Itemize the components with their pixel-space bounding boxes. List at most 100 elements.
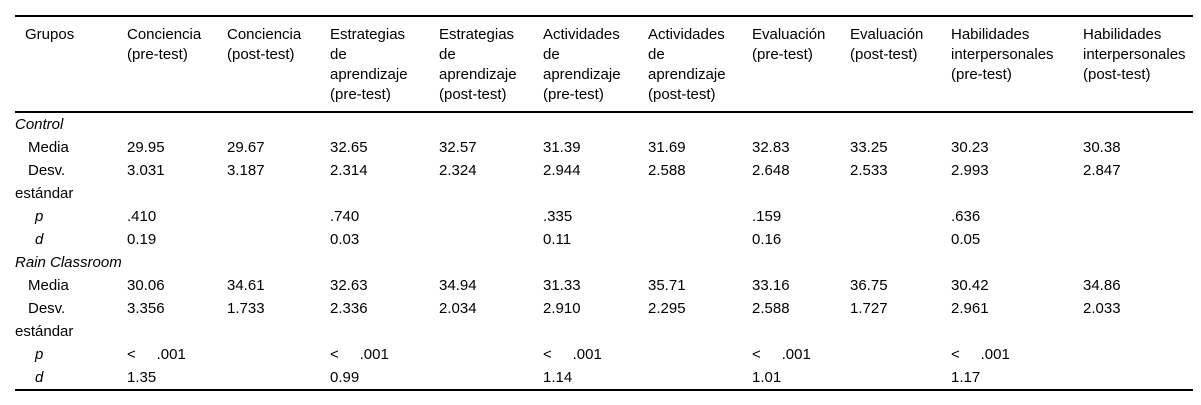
value-cell: 0.05 — [951, 231, 981, 248]
value-cell: 31.33 — [543, 277, 581, 294]
value-cell — [648, 205, 752, 228]
value-cell: .410 — [127, 208, 157, 225]
value-cell: 32.57 — [439, 139, 477, 156]
value-cell: 2.910 — [543, 300, 581, 317]
value-cell: 2.588 — [752, 300, 790, 317]
value-cell: 0.03 — [330, 231, 360, 248]
value-cell: 30.06 — [127, 277, 165, 294]
row-label: Desv. estándar — [15, 162, 74, 202]
value-cell: < .001 — [543, 346, 602, 363]
value-cell: 30.38 — [1083, 139, 1121, 156]
value-cell: 1.14 — [543, 369, 573, 386]
value-cell: 2.847 — [1083, 162, 1121, 179]
value-cell — [850, 205, 951, 228]
value-cell — [648, 343, 752, 366]
value-cell: 1.17 — [951, 369, 981, 386]
row-label: Media — [28, 277, 69, 294]
column-header-evaluacion-pre: Evaluación (pre-test) — [752, 16, 850, 113]
table-row-control-media: Media 29.95 29.67 32.65 32.57 31.39 31.6… — [15, 136, 1193, 159]
column-header-habilidades-post: Habilidades interpersonales (post-test) — [1083, 16, 1193, 113]
column-header-estrategias-post: Estrategias de aprendizaje (post-test) — [439, 16, 543, 113]
value-cell: .740 — [330, 208, 360, 225]
table-row-rain-p: p < .001 < .001 < .001 < .001 < .001 — [15, 343, 1193, 366]
row-label: Media — [28, 139, 69, 156]
column-header-evaluacion-post: Evaluación (post-test) — [850, 16, 951, 113]
value-cell — [227, 205, 330, 228]
value-cell — [1083, 205, 1193, 228]
table-row-rain-media: Media 30.06 34.61 32.63 34.94 31.33 35.7… — [15, 274, 1193, 297]
table-row-control-p: p .410 .740 .335 .159 .636 — [15, 205, 1193, 228]
value-cell: 32.63 — [330, 277, 368, 294]
row-label: d — [35, 369, 44, 386]
value-cell: 33.16 — [752, 277, 790, 294]
value-cell: 2.324 — [439, 162, 477, 179]
value-cell — [227, 366, 330, 390]
value-cell: 1.733 — [227, 300, 265, 317]
value-cell: 31.39 — [543, 139, 581, 156]
value-cell: < .001 — [752, 346, 811, 363]
group-label: Rain Classroom — [15, 254, 122, 271]
value-cell: 1.01 — [752, 369, 782, 386]
column-header-conciencia-post: Conciencia (post-test) — [227, 16, 330, 113]
value-cell — [227, 228, 330, 251]
row-label: d — [35, 231, 44, 248]
value-cell — [227, 343, 330, 366]
value-cell — [439, 366, 543, 390]
value-cell — [1083, 343, 1193, 366]
value-cell: 2.993 — [951, 162, 989, 179]
value-cell: < .001 — [330, 346, 389, 363]
value-cell — [439, 205, 543, 228]
results-table: Grupos Conciencia (pre-test) Conciencia … — [15, 15, 1193, 391]
group-row-control: Control — [15, 112, 1193, 136]
table-row-rain-sd: Desv. estándar 3.356 1.733 2.336 2.034 2… — [15, 297, 1193, 343]
row-label: p — [35, 346, 44, 363]
value-cell — [439, 343, 543, 366]
group-label: Control — [15, 116, 64, 133]
column-header-habilidades-pre: Habilidades interpersonales (pre-test) — [951, 16, 1083, 113]
value-cell: 0.19 — [127, 231, 157, 248]
value-cell: 36.75 — [850, 277, 888, 294]
value-cell: 2.295 — [648, 300, 686, 317]
column-header-grupos: Grupos — [15, 16, 127, 113]
value-cell: 2.961 — [951, 300, 989, 317]
value-cell: 29.95 — [127, 139, 165, 156]
value-cell: 2.336 — [330, 300, 368, 317]
value-cell: .636 — [951, 208, 981, 225]
value-cell: 0.16 — [752, 231, 782, 248]
value-cell: 3.187 — [227, 162, 265, 179]
value-cell: 2.533 — [850, 162, 888, 179]
value-cell: 2.314 — [330, 162, 368, 179]
value-cell: .159 — [752, 208, 782, 225]
value-cell: 2.944 — [543, 162, 581, 179]
value-cell: 2.034 — [439, 300, 477, 317]
value-cell: 1.35 — [127, 369, 157, 386]
value-cell: 3.031 — [127, 162, 165, 179]
value-cell — [648, 228, 752, 251]
value-cell: 34.86 — [1083, 277, 1121, 294]
value-cell — [850, 366, 951, 390]
group-row-rain-classroom: Rain Classroom — [15, 251, 1193, 274]
value-cell: 34.61 — [227, 277, 265, 294]
row-label: Desv. estándar — [15, 300, 74, 340]
column-header-conciencia-pre: Conciencia (pre-test) — [127, 16, 227, 113]
table-row-control-d: d 0.19 0.03 0.11 0.16 0.05 — [15, 228, 1193, 251]
table-row-control-sd: Desv. estándar 3.031 3.187 2.314 2.324 2… — [15, 159, 1193, 205]
value-cell: .335 — [543, 208, 573, 225]
column-header-actividades-pre: Actividades de aprendizaje (pre-test) — [543, 16, 648, 113]
value-cell: 1.727 — [850, 300, 888, 317]
value-cell: 2.588 — [648, 162, 686, 179]
value-cell — [439, 228, 543, 251]
value-cell — [850, 343, 951, 366]
value-cell — [1083, 366, 1193, 390]
value-cell: 2.648 — [752, 162, 790, 179]
value-cell — [850, 228, 951, 251]
header-row: Grupos Conciencia (pre-test) Conciencia … — [15, 16, 1193, 113]
value-cell: 31.69 — [648, 139, 686, 156]
value-cell: 34.94 — [439, 277, 477, 294]
column-header-actividades-post: Actividades de aprendizaje (post-test) — [648, 16, 752, 113]
value-cell — [1083, 228, 1193, 251]
value-cell: 32.83 — [752, 139, 790, 156]
value-cell: 0.99 — [330, 369, 360, 386]
column-header-estrategias-pre: Estrategias de aprendizaje (pre-test) — [330, 16, 439, 113]
